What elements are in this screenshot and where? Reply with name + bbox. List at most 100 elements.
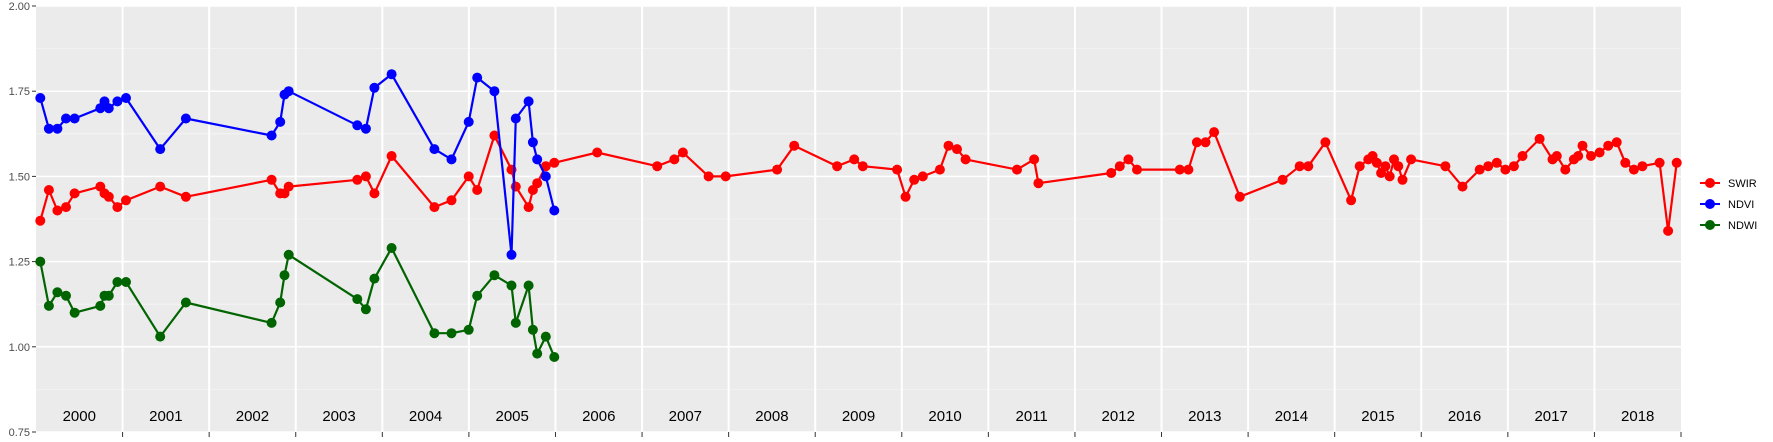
year-label: 2012 — [1102, 408, 1135, 425]
legend-key-point — [1705, 220, 1715, 230]
data-point-swir — [1380, 161, 1391, 172]
data-point-swir — [1654, 157, 1665, 168]
data-point-ndvi — [463, 116, 474, 127]
data-point-ndwi — [527, 324, 538, 335]
data-point-swir — [832, 161, 843, 172]
data-point-swir — [772, 164, 783, 175]
year-label: 2008 — [755, 408, 788, 425]
year-label: 2002 — [236, 408, 269, 425]
data-point-ndwi — [463, 324, 474, 335]
year-label: 2011 — [1016, 408, 1048, 425]
data-point-swir — [540, 161, 551, 172]
legend-key-point — [1705, 199, 1715, 209]
data-point-swir — [1594, 147, 1605, 158]
data-point-ndwi — [155, 331, 166, 342]
data-point-swir — [1663, 225, 1674, 236]
x-axis-ticks — [122, 432, 1682, 437]
data-point-swir — [112, 202, 123, 213]
legend: SWIR NDVI NDWI — [1700, 178, 1757, 232]
data-point-ndwi — [112, 277, 123, 287]
year-label: 2000 — [63, 408, 96, 425]
year-label: 2016 — [1448, 408, 1481, 425]
data-point-swir — [1586, 151, 1596, 161]
year-label: 2009 — [842, 408, 875, 425]
data-point-swir — [446, 195, 457, 206]
data-point-swir — [917, 171, 928, 182]
data-point-swir — [489, 130, 500, 141]
data-point-ndwi — [266, 317, 277, 328]
data-point-ndvi — [506, 249, 517, 260]
data-point-swir — [103, 191, 114, 202]
data-point-ndvi — [446, 154, 457, 165]
data-point-ndvi — [523, 96, 534, 107]
data-point-ndwi — [386, 243, 397, 253]
data-point-swir — [1191, 137, 1202, 148]
data-point-swir — [1234, 191, 1245, 202]
year-label: 2003 — [322, 408, 355, 425]
data-point-swir — [61, 202, 71, 213]
data-point-ndwi — [510, 317, 521, 328]
data-point-swir — [1106, 168, 1117, 178]
data-point-swir — [352, 174, 363, 185]
data-point-ndwi — [429, 328, 440, 339]
data-point-ndvi — [369, 82, 380, 93]
data-point-swir — [549, 157, 560, 168]
data-point-swir — [1483, 161, 1494, 172]
y-tick-label: 1.50 — [9, 171, 30, 183]
data-point-ndvi — [472, 72, 483, 83]
data-point-swir — [1371, 157, 1382, 168]
legend-item-ndwi: NDWI — [1700, 220, 1757, 232]
data-point-swir — [849, 154, 860, 165]
data-point-ndwi — [69, 307, 80, 318]
data-point-swir — [1012, 164, 1022, 175]
data-point-ndvi — [103, 103, 114, 114]
year-label: 2018 — [1621, 408, 1654, 425]
data-point-ndvi — [61, 113, 71, 124]
data-point-ndvi — [69, 113, 80, 124]
data-point-swir — [669, 154, 680, 165]
data-point-ndwi — [523, 280, 534, 291]
data-point-swir — [266, 174, 277, 185]
data-point-ndwi — [446, 328, 457, 339]
data-point-swir — [1440, 161, 1451, 172]
data-point-swir — [1123, 154, 1134, 165]
year-label: 2006 — [582, 408, 615, 425]
data-point-swir — [35, 215, 46, 226]
y-tick-label: 1.75 — [9, 86, 30, 98]
data-point-swir — [1491, 157, 1502, 168]
data-point-swir — [369, 188, 380, 199]
data-point-ndwi — [61, 290, 71, 301]
data-point-swir — [1406, 154, 1417, 165]
year-label: 2004 — [409, 408, 442, 425]
data-point-swir — [1573, 151, 1584, 161]
data-point-ndwi — [180, 297, 191, 308]
data-point-swir — [1671, 157, 1682, 168]
data-point-swir — [1174, 164, 1185, 175]
data-point-ndwi — [103, 290, 114, 301]
data-point-swir — [1029, 154, 1040, 165]
data-point-swir — [1551, 151, 1562, 161]
data-point-swir — [1277, 174, 1288, 185]
data-point-swir — [121, 195, 131, 206]
data-point-ndvi — [532, 154, 543, 165]
data-point-swir — [1500, 164, 1511, 175]
data-point-swir — [1603, 140, 1614, 151]
data-point-ndwi — [472, 290, 483, 301]
legend-label: NDWI — [1728, 220, 1757, 232]
year-label: 2014 — [1275, 408, 1308, 425]
data-point-swir — [532, 178, 543, 189]
data-point-ndvi — [549, 205, 560, 216]
data-point-swir — [677, 147, 688, 158]
data-point-ndvi — [489, 86, 500, 97]
data-point-swir — [1384, 171, 1395, 182]
data-point-swir — [952, 144, 962, 155]
data-point-swir — [1457, 181, 1468, 192]
y-tick-label: 0.75 — [9, 427, 30, 439]
data-point-swir — [52, 205, 63, 216]
data-point-swir — [360, 171, 371, 182]
data-point-swir — [892, 164, 903, 175]
data-point-ndwi — [540, 331, 551, 342]
data-point-swir — [1132, 164, 1142, 175]
data-point-swir — [652, 161, 663, 172]
